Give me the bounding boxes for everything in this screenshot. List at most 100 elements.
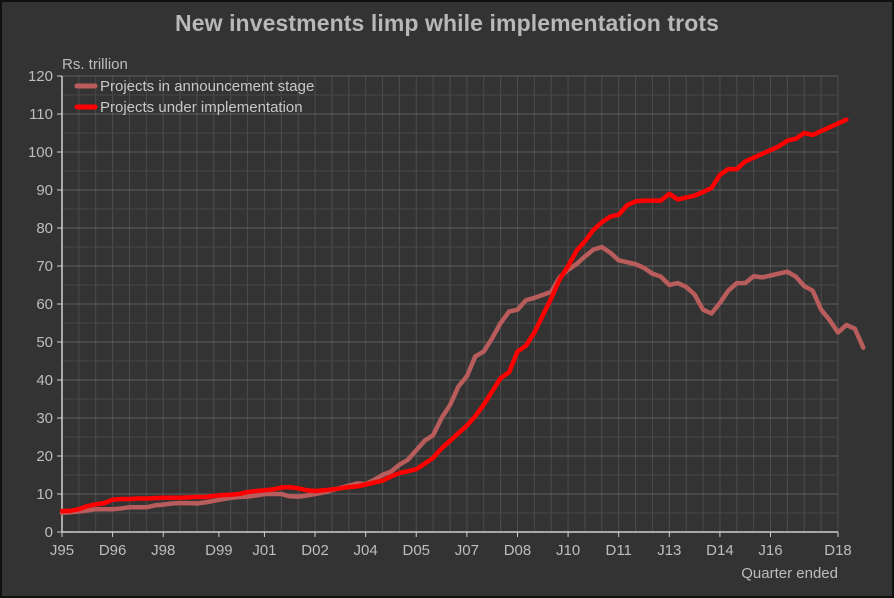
data-point: [120, 507, 122, 510]
data-point: [423, 439, 426, 442]
data-point: [575, 263, 578, 265]
data-point: [685, 196, 688, 199]
data-point: [271, 493, 274, 495]
data-point: [744, 282, 747, 284]
data-point: [533, 331, 536, 334]
data-point: [600, 221, 603, 224]
data-point: [541, 314, 544, 317]
data-point: [128, 498, 131, 500]
data-point: [187, 502, 190, 505]
x-tick-label: D99: [205, 542, 233, 559]
data-point: [86, 505, 89, 508]
data-point: [786, 270, 789, 273]
data-point: [541, 293, 544, 296]
x-tick-label: J98: [151, 542, 175, 559]
data-point: [744, 160, 747, 163]
data-point: [752, 275, 755, 278]
data-point: [778, 272, 780, 275]
data-point: [516, 350, 519, 353]
data-point: [643, 199, 645, 202]
data-point: [828, 126, 831, 129]
x-tick-label: D96: [99, 542, 127, 559]
data-point: [702, 191, 704, 193]
y-tick-label: 50: [36, 334, 53, 351]
x-tick-label: D02: [301, 542, 329, 559]
data-point: [626, 204, 629, 207]
data-point: [170, 496, 173, 499]
data-point: [229, 493, 232, 496]
data-point: [634, 200, 637, 203]
data-point: [271, 488, 274, 491]
data-point: [668, 192, 671, 195]
data-point: [820, 130, 823, 133]
data-point: [853, 327, 856, 330]
data-point: [820, 308, 823, 311]
data-point: [651, 199, 654, 202]
data-point: [659, 275, 662, 278]
data-point: [668, 284, 671, 286]
data-point: [828, 319, 831, 321]
data-point: [584, 255, 586, 258]
data-point: [617, 213, 620, 216]
data-point: [415, 449, 418, 452]
data-point: [626, 261, 629, 264]
data-point: [651, 272, 654, 275]
data-point: [727, 289, 730, 292]
y-tick-label: 110: [29, 106, 53, 123]
data-point: [423, 462, 426, 465]
data-point: [111, 508, 114, 511]
data-point: [153, 504, 156, 507]
y-tick-label: 120: [28, 68, 53, 85]
data-point: [719, 173, 721, 176]
data-point: [179, 496, 181, 499]
data-point: [331, 488, 333, 491]
legend-label: Projects under implementation: [100, 99, 303, 116]
data-point: [508, 371, 510, 374]
data-point: [246, 495, 249, 498]
data-point: [516, 308, 519, 311]
data-point: [465, 375, 468, 378]
data-point: [297, 495, 300, 498]
data-point: [482, 350, 485, 353]
series-line-2: [59, 117, 849, 514]
y-tick-label: 20: [36, 448, 53, 465]
data-point: [255, 490, 257, 492]
data-point: [735, 282, 738, 284]
data-point: [609, 251, 612, 254]
y-tick-label: 80: [36, 220, 53, 237]
data-point: [693, 293, 696, 296]
legend-label: Projects in announcement stage: [100, 78, 314, 95]
y-tick-label: 40: [36, 372, 53, 389]
data-point: [86, 509, 89, 512]
x-tick-label: D11: [605, 542, 631, 559]
data-point: [103, 502, 106, 505]
data-point: [592, 229, 595, 231]
data-point: [204, 501, 207, 504]
data-point: [643, 267, 645, 269]
data-point: [128, 506, 131, 509]
data-point: [558, 278, 561, 281]
data-point: [769, 274, 772, 277]
data-point: [457, 432, 460, 435]
data-point: [676, 282, 679, 284]
data-point: [719, 301, 721, 304]
data-point: [238, 496, 241, 498]
data-point: [440, 447, 443, 450]
data-point: [347, 486, 350, 489]
data-point: [356, 482, 359, 485]
data-point: [575, 249, 578, 252]
data-point: [187, 496, 190, 499]
data-point: [457, 385, 460, 388]
data-point: [196, 496, 198, 498]
data-point: [263, 489, 266, 492]
data-point: [465, 424, 468, 427]
data-point: [162, 503, 165, 506]
data-point: [94, 503, 97, 506]
data-point: [297, 487, 300, 490]
data-point: [710, 312, 713, 315]
data-point: [221, 498, 224, 501]
y-tick-label: 10: [36, 486, 53, 503]
data-point: [212, 495, 215, 497]
data-point: [280, 493, 283, 495]
data-point: [263, 493, 266, 495]
